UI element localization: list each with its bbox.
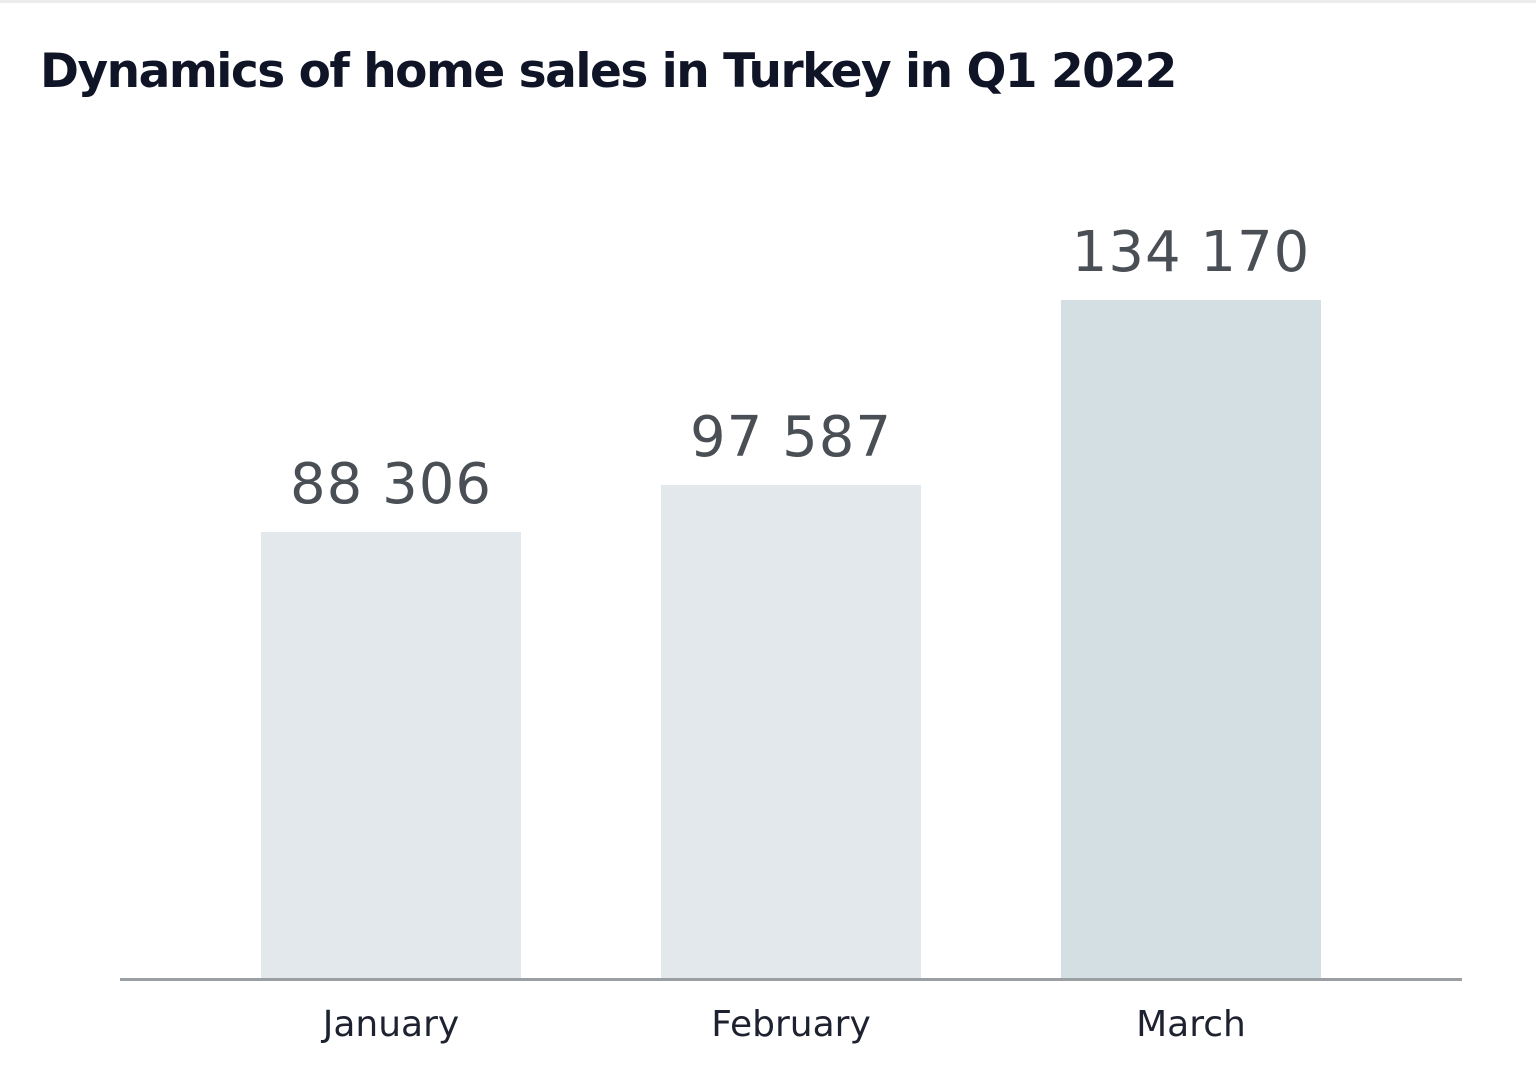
x-tick-label: January xyxy=(322,1004,460,1045)
top-border xyxy=(0,0,1536,3)
bar-february xyxy=(661,485,921,979)
x-axis-line xyxy=(120,978,1462,981)
bar-value-label: 134 170 xyxy=(1071,220,1311,285)
bar-value-label: 97 587 xyxy=(690,405,892,470)
chart-title: Dynamics of home sales in Turkey in Q1 2… xyxy=(40,44,1177,99)
bar-march xyxy=(1061,300,1321,979)
bar-january xyxy=(261,532,521,979)
x-tick-label: February xyxy=(711,1004,871,1045)
bar-value-label: 88 306 xyxy=(290,452,492,517)
x-tick-label: March xyxy=(1136,1004,1246,1045)
